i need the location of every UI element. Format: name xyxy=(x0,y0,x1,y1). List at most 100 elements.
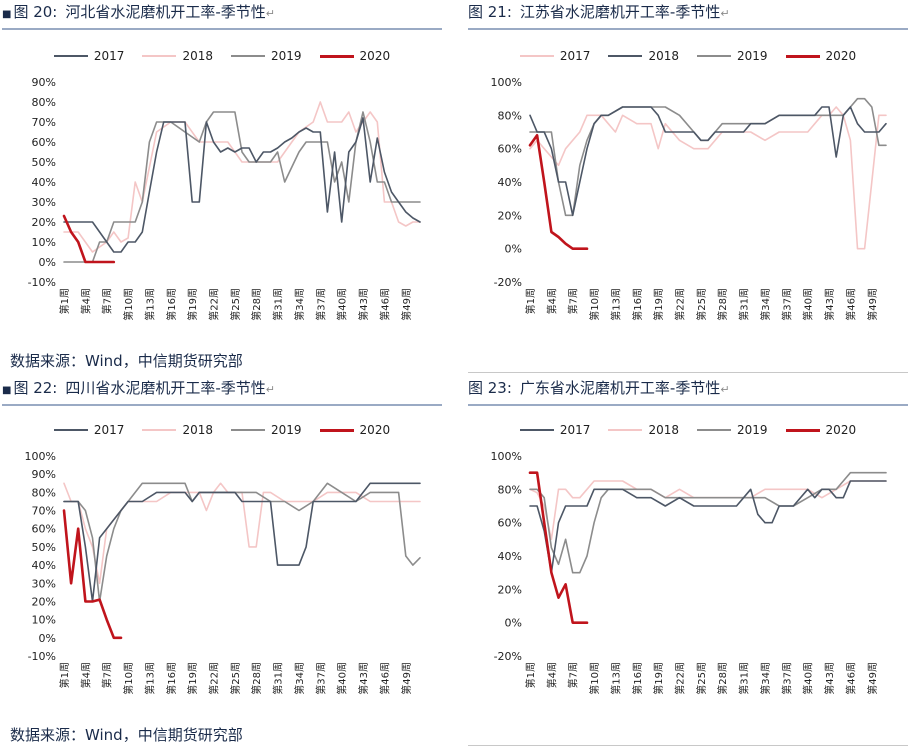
return-mark-icon: ↵ xyxy=(265,7,276,20)
x-tick-label: 第22周 xyxy=(208,288,221,321)
x-tick-label: 第28周 xyxy=(250,288,263,321)
chart-plot-hebei: 90%80%70%60%50%40%30%20%10%0%-10%第1周 第4周第… xyxy=(28,76,421,321)
x-tick-label: 第4周 xyxy=(545,288,558,314)
legend-swatch-2017 xyxy=(53,55,88,57)
x-tick-label: 第13周 xyxy=(609,662,622,695)
chart-panel-sichuan: ■ 图 22: 四川省水泥磨机开工率-季节性↵ 2017 2018 2019 202… xyxy=(2,376,442,726)
series-line-2019 xyxy=(529,471,887,574)
x-tick-label: 第37周 xyxy=(780,662,793,695)
y-tick-label: 80% xyxy=(32,96,56,109)
x-tick-label: 第10周 xyxy=(122,288,135,321)
x-tick-label: 第22周 xyxy=(208,662,221,695)
bullet-icon: ■ xyxy=(2,385,12,396)
legend-swatch-2020 xyxy=(319,54,354,58)
legend-label-2017: 2017 xyxy=(93,423,125,437)
return-mark-icon: ↵ xyxy=(720,383,730,396)
x-tick-label: 第28周 xyxy=(250,662,263,695)
legend-swatch-2017 xyxy=(53,429,88,431)
x-tick-label: 第34周 xyxy=(293,662,306,695)
y-tick-label: 40% xyxy=(32,176,56,189)
x-tick-label: 第10周 xyxy=(588,662,601,695)
x-tick-label: 第4周 xyxy=(79,288,92,314)
panel-title-bar: ■ 图 20: 河北省水泥磨机开工率-季节性↵ xyxy=(2,0,275,24)
legend-item-2018: 2018 xyxy=(142,49,213,63)
x-tick-label: 第37周 xyxy=(314,662,327,695)
x-tick-label: 第28周 xyxy=(716,662,729,695)
y-tick-label: 60% xyxy=(32,523,56,536)
figure-label: 图 21: xyxy=(468,3,512,21)
chart-panel-hebei: ■ 图 20: 河北省水泥磨机开工率-季节性↵ 2017 2018 2019 202… xyxy=(2,0,442,375)
legend-label-2019: 2019 xyxy=(271,49,302,63)
y-tick-label: 60% xyxy=(498,517,522,530)
legend-label-2019: 2019 xyxy=(737,423,768,437)
x-tick-label: 第25周 xyxy=(229,288,242,321)
legend-label-2020: 2020 xyxy=(359,423,391,437)
legend-swatch-2020 xyxy=(319,428,354,432)
series-line-2020 xyxy=(528,471,589,624)
y-tick-label: 100% xyxy=(25,450,56,463)
x-tick-label: 第34周 xyxy=(759,662,772,695)
source-note: 数据来源：Wind，中信期货研究部 xyxy=(10,352,243,370)
chart-legend: 2017 2018 2019 2020 xyxy=(468,420,908,440)
x-tick-label: 第19周 xyxy=(652,288,665,321)
x-tick-label: 第28周 xyxy=(716,288,729,321)
x-tick-label: 第7周 xyxy=(101,662,114,688)
x-tick-label: 第37周 xyxy=(314,288,327,321)
y-tick-label: 80% xyxy=(498,109,522,122)
x-tick-label: 第16周 xyxy=(165,288,178,321)
x-tick-label: 第31周 xyxy=(272,288,285,321)
x-tick-label: 第25周 xyxy=(695,288,708,321)
source-note: 数据来源：Wind，中信期货研究部 xyxy=(10,726,243,744)
x-tick-label: 第19周 xyxy=(652,662,665,695)
chart-title: 河北省水泥磨机开工率-季节性 xyxy=(65,3,266,21)
series-line-2017 xyxy=(63,482,421,603)
chart-title: 四川省水泥磨机开工率-季节性 xyxy=(65,379,266,397)
y-tick-label: 40% xyxy=(32,559,56,572)
y-tick-label: 100% xyxy=(491,450,522,463)
series-line-2019 xyxy=(529,97,887,217)
x-tick-label: 第10周 xyxy=(588,288,601,321)
x-tick-label: 第40周 xyxy=(802,288,815,321)
x-tick-label: 第40周 xyxy=(336,662,349,695)
x-tick-label: 第25周 xyxy=(229,662,242,695)
x-tick-label: 第40周 xyxy=(336,288,349,321)
series-line-2020 xyxy=(62,509,123,640)
y-tick-label: 10% xyxy=(32,614,56,627)
source-divider xyxy=(468,745,908,746)
panel-title-bar: 图 23: 广东省水泥磨机开工率-季节性↵ xyxy=(468,376,730,400)
chart-panel-guangdong: 图 23: 广东省水泥磨机开工率-季节性↵ 2017 2018 2019 2020… xyxy=(468,376,908,726)
title-divider xyxy=(468,28,908,30)
x-tick-label: 第43周 xyxy=(357,288,370,321)
x-tick-label: 第34周 xyxy=(293,288,306,321)
legend-item-2020: 2020 xyxy=(785,49,856,63)
x-tick-label: 第16周 xyxy=(631,662,644,695)
y-tick-label: 100% xyxy=(491,76,522,89)
bullet-icon: ■ xyxy=(2,9,12,20)
series-line-2018 xyxy=(63,482,421,585)
y-tick-label: 80% xyxy=(32,486,56,499)
legend-item-2017: 2017 xyxy=(53,423,125,437)
chart-panel-jiangsu: 图 21: 江苏省水泥磨机开工率-季节性↵ 2017 2018 2019 2020… xyxy=(468,0,908,375)
x-tick-label: 第4周 xyxy=(545,662,558,688)
y-tick-label: 0% xyxy=(39,632,56,645)
legend-item-2020: 2020 xyxy=(319,49,390,63)
legend-swatch-2020 xyxy=(785,54,820,58)
x-tick-label: 第31周 xyxy=(738,288,751,321)
y-tick-label: 70% xyxy=(32,505,56,518)
return-mark-icon: ↵ xyxy=(265,383,276,396)
return-mark-icon: ↵ xyxy=(720,7,730,20)
legend-swatch-2018 xyxy=(608,429,643,431)
y-tick-label: 20% xyxy=(32,216,56,229)
figure-label: 图 20: xyxy=(13,3,58,21)
y-tick-label: -20% xyxy=(494,276,522,289)
y-tick-label: -10% xyxy=(28,650,56,663)
chart-title: 江苏省水泥磨机开工率-季节性 xyxy=(519,3,721,21)
y-tick-label: 0% xyxy=(39,256,56,269)
legend-swatch-2018 xyxy=(142,429,177,431)
panel-title-bar: ■ 图 22: 四川省水泥磨机开工率-季节性↵ xyxy=(2,376,275,400)
legend-swatch-2017 xyxy=(519,429,554,431)
y-tick-label: 30% xyxy=(32,577,56,590)
y-tick-label: -10% xyxy=(28,276,56,289)
series-line-2017 xyxy=(529,480,887,574)
legend-label-2017: 2017 xyxy=(559,423,591,437)
